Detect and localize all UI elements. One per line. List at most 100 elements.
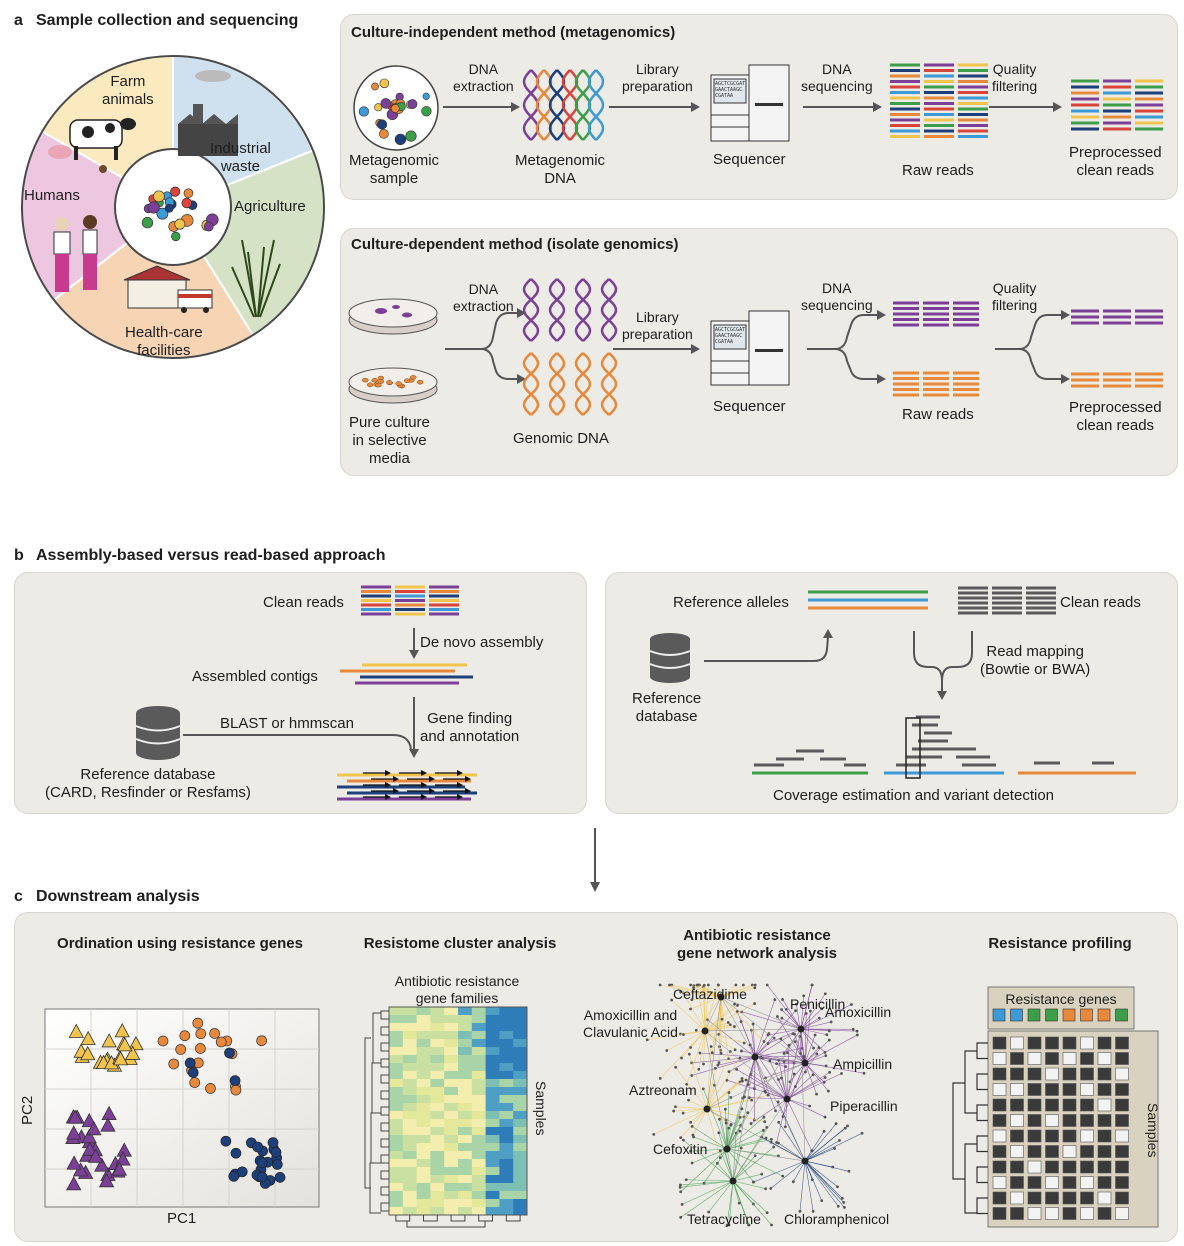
network-node xyxy=(851,1027,855,1031)
ordination-point xyxy=(114,1023,130,1038)
gene-arrow-head xyxy=(385,782,391,788)
network-edge xyxy=(669,984,722,998)
network-edge xyxy=(804,1127,846,1162)
network-title: Antibiotic resistance gene network analys… xyxy=(676,927,838,962)
network-edge xyxy=(793,1160,806,1182)
network-edge xyxy=(704,1003,755,1032)
ordination-point xyxy=(94,1157,110,1172)
heatmap-cell xyxy=(444,1079,459,1088)
network-node xyxy=(815,1052,819,1056)
network-edge xyxy=(717,1163,734,1182)
network-edge xyxy=(706,1057,741,1110)
network-edge xyxy=(718,996,722,1063)
ordination-point xyxy=(224,1047,235,1059)
heatmap-cell xyxy=(402,1063,418,1072)
network-edge xyxy=(680,1180,734,1218)
quality-filtering-label: Quality filtering xyxy=(992,61,1038,94)
gene-arrow-head xyxy=(393,776,399,782)
reference-database-label: Reference database (CARD, Resfinder or Re… xyxy=(45,766,251,801)
network-node xyxy=(793,1032,796,1036)
network-edge xyxy=(680,991,722,998)
ordination-point xyxy=(80,1045,96,1061)
heatmap-cell xyxy=(416,1135,431,1144)
heatmap-cell xyxy=(485,1031,500,1040)
net-label-amox-clav: Amoxicillin and Clavulanic Acid xyxy=(583,1007,678,1040)
heatmap-cell xyxy=(458,1023,473,1032)
dendrogram-branch xyxy=(371,1062,381,1114)
heatmap-cell xyxy=(430,1095,445,1104)
profile-cell xyxy=(1010,1083,1024,1096)
heatmap-cell xyxy=(416,1183,431,1192)
network-node xyxy=(674,1105,677,1109)
profile-cell xyxy=(1115,1098,1129,1112)
heatmap-cell xyxy=(471,1135,487,1144)
heatmap-cell xyxy=(458,1063,473,1072)
blast-label: BLAST or hmmscan xyxy=(220,715,354,732)
ordination-point xyxy=(112,1051,129,1066)
profile-cell xyxy=(1097,1083,1112,1096)
network-edge xyxy=(706,1108,765,1122)
gene-arrow-head xyxy=(457,770,463,776)
heatmap-cell xyxy=(444,1031,459,1040)
heatmap-cell xyxy=(471,1007,487,1016)
network-edge xyxy=(706,1051,731,1110)
network-node xyxy=(698,1051,702,1055)
heatmap-cell xyxy=(471,1039,487,1048)
heatmap-cell xyxy=(389,1071,404,1080)
network-edge xyxy=(680,1180,734,1188)
network-node xyxy=(716,1063,720,1067)
profile-cell xyxy=(1115,1160,1129,1174)
profile-cell xyxy=(1080,1160,1094,1174)
heatmap-cell xyxy=(499,1015,514,1024)
heatmap-cell xyxy=(430,1119,445,1128)
amox-clav-hub xyxy=(701,1027,709,1035)
ordination-point xyxy=(236,1166,248,1178)
dna-sequencing-label: DNA sequencing xyxy=(801,61,873,94)
heatmap-cell xyxy=(389,1063,404,1072)
network-node xyxy=(665,1049,669,1052)
microbe xyxy=(380,98,392,109)
network-node xyxy=(817,1016,821,1020)
network-node xyxy=(777,1120,781,1124)
network-node xyxy=(737,1201,741,1205)
people-illustration xyxy=(53,215,98,292)
dendrogram-branch xyxy=(380,1010,389,1020)
network-edge xyxy=(800,995,805,1030)
network-edge xyxy=(804,1160,822,1201)
network-node xyxy=(658,983,662,987)
network-node xyxy=(751,1180,755,1184)
profile-cell xyxy=(1097,1207,1112,1220)
network-edge xyxy=(704,996,722,1032)
profile-cell xyxy=(1062,1145,1077,1158)
network-edge xyxy=(732,1180,750,1226)
network-edge xyxy=(726,1117,765,1150)
network-node xyxy=(840,1072,843,1075)
profile-cell xyxy=(1080,1036,1094,1050)
profile-cell xyxy=(1027,1114,1042,1127)
profile-cell xyxy=(992,1083,1007,1096)
profile-cell xyxy=(1080,1176,1094,1189)
net-label-chloramphenicol: Chloramphenicol xyxy=(784,1211,890,1227)
ordination-point xyxy=(179,1030,191,1042)
network-node xyxy=(701,1087,705,1091)
network-node xyxy=(727,1070,731,1074)
network-edge xyxy=(786,1072,830,1100)
network-node xyxy=(823,992,827,996)
database-icon xyxy=(135,706,181,760)
network-node xyxy=(680,1202,684,1206)
heatmap-cell xyxy=(513,1039,528,1048)
ordination-xlabel: PC1 xyxy=(167,1210,197,1227)
network-edge xyxy=(666,1030,706,1051)
network-node xyxy=(823,1115,827,1119)
heatmap-cell xyxy=(402,1183,418,1192)
heatmap-cell xyxy=(471,1111,487,1120)
heatmap-cell xyxy=(402,1071,418,1080)
network-edge xyxy=(786,1098,813,1151)
network-edge xyxy=(706,1078,743,1110)
profile-cell xyxy=(1062,1160,1077,1174)
profile-cell xyxy=(1097,1067,1112,1081)
network-edge xyxy=(745,1079,788,1100)
clean-reads-label: Clean reads xyxy=(263,594,344,611)
network-node xyxy=(820,1199,824,1203)
profile-cell xyxy=(1045,1052,1059,1065)
